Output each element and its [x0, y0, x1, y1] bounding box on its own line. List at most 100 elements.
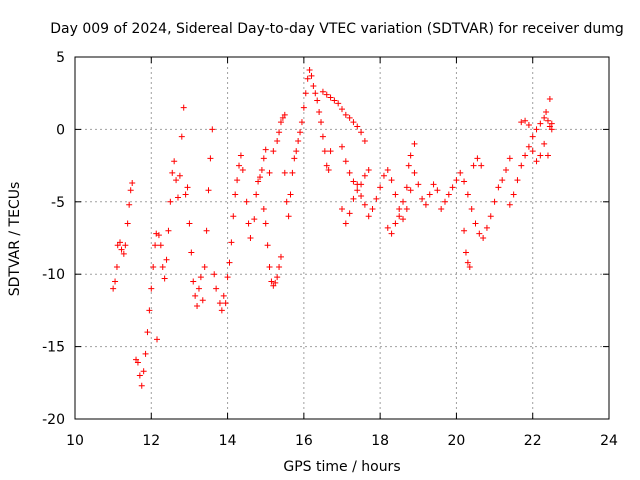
data-point [255, 178, 262, 185]
data-point [237, 152, 244, 159]
data-point [361, 172, 368, 179]
data-point [510, 191, 517, 198]
data-point [339, 106, 345, 113]
data-point [529, 148, 536, 155]
data-point [350, 119, 357, 126]
x-tick-label: 12 [142, 433, 160, 449]
data-point [533, 158, 540, 165]
data-point [264, 242, 271, 249]
data-point [400, 216, 407, 223]
data-point [220, 292, 227, 299]
data-point [411, 140, 418, 147]
data-point [113, 263, 120, 270]
data-point [260, 206, 267, 213]
data-point [537, 152, 544, 159]
data-point [306, 67, 313, 74]
data-point [491, 198, 498, 205]
data-point [163, 256, 170, 263]
data-point [319, 133, 326, 140]
data-point [331, 97, 338, 104]
data-point [120, 250, 127, 257]
data-point [342, 111, 349, 118]
x-axis-label: GPS time / hours [283, 459, 400, 475]
data-point [350, 178, 357, 185]
data-point [213, 285, 220, 292]
data-point [289, 169, 296, 176]
data-point [319, 88, 326, 95]
data-point [203, 227, 210, 234]
data-point [186, 220, 193, 227]
data-point [342, 158, 349, 165]
data-point [476, 230, 483, 237]
data-point [245, 220, 252, 227]
data-point [153, 230, 160, 237]
data-point [287, 191, 294, 198]
y-tick-label: -20 [42, 412, 65, 428]
data-point [350, 195, 357, 202]
data-point [302, 90, 309, 97]
data-point [209, 126, 216, 133]
data-point [495, 184, 502, 191]
x-tick-label: 24 [600, 433, 618, 449]
data-point [522, 152, 529, 159]
data-point [546, 95, 553, 102]
x-tick-label: 22 [524, 433, 542, 449]
data-point [178, 133, 185, 140]
x-tick-label: 14 [219, 433, 237, 449]
data-point [171, 158, 178, 165]
data-point [506, 201, 513, 208]
data-point [167, 198, 174, 205]
data-point [407, 187, 414, 194]
data-point [461, 227, 468, 234]
data-point [453, 177, 460, 184]
data-point [361, 137, 368, 144]
data-point [182, 191, 189, 198]
data-point [400, 198, 407, 205]
data-point [543, 109, 550, 116]
data-point [392, 220, 399, 227]
data-point [369, 206, 376, 213]
data-point [262, 146, 269, 153]
data-point [236, 162, 243, 169]
data-point [384, 224, 391, 231]
data-point [207, 155, 214, 162]
data-point [396, 206, 403, 213]
data-point [354, 123, 361, 130]
data-point [503, 166, 510, 173]
data-point [461, 178, 468, 185]
data-point [308, 72, 315, 79]
data-point [218, 307, 225, 314]
data-point [291, 155, 298, 162]
data-point [529, 133, 536, 140]
data-point [544, 117, 551, 124]
data-point [146, 307, 153, 314]
data-point [234, 177, 241, 184]
data-point [226, 259, 233, 266]
data-point [157, 242, 164, 249]
data-point [205, 187, 212, 194]
data-point [525, 122, 532, 129]
data-point [247, 235, 254, 241]
data-point [154, 336, 161, 343]
data-point [449, 184, 456, 191]
data-point [192, 292, 199, 299]
y-tick-label: -5 [51, 195, 65, 211]
data-point [434, 187, 441, 194]
data-point [199, 297, 206, 304]
data-point [325, 166, 332, 173]
data-point [441, 198, 448, 205]
data-point [314, 97, 321, 104]
data-point [140, 368, 147, 375]
data-point [361, 201, 368, 208]
data-point [384, 166, 391, 173]
data-point [312, 90, 319, 97]
data-point [165, 227, 172, 234]
data-point [548, 126, 555, 133]
data-point [251, 216, 258, 223]
data-point [522, 117, 529, 124]
grid [75, 57, 609, 419]
data-point [537, 120, 544, 127]
data-point [499, 177, 506, 184]
data-point [525, 143, 532, 150]
data-point [396, 213, 403, 220]
